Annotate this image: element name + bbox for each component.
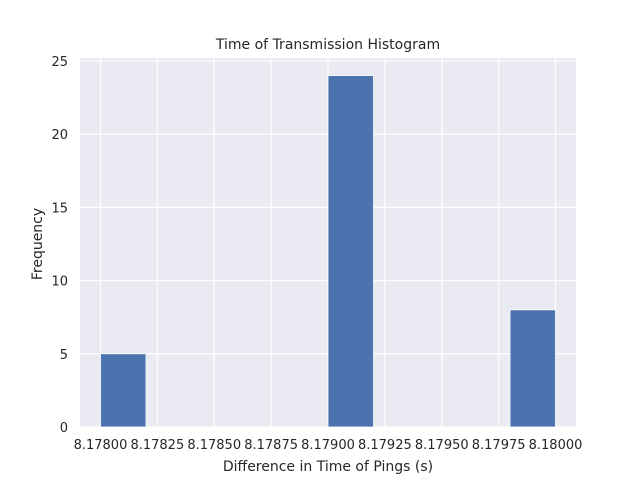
y-tick-label: 5	[60, 348, 68, 363]
y-tick-label: 20	[51, 128, 68, 143]
x-tick-label: 8.17800	[74, 438, 128, 453]
x-axis-ticks: 8.17800 8.17825 8.17850 8.17875 8.17900 8.179…	[74, 438, 583, 453]
y-tick-label: 15	[51, 201, 68, 216]
x-tick-label: 8.18000	[529, 438, 583, 453]
x-tick-label: 8.17975	[472, 438, 526, 453]
x-tick-label: 8.17825	[130, 438, 184, 453]
histogram-bar	[327, 75, 374, 428]
x-tick-label: 8.17900	[301, 438, 355, 453]
x-tick-label: 8.17925	[358, 438, 412, 453]
histogram-bar	[100, 353, 147, 428]
bars	[100, 75, 556, 428]
y-axis-ticks: 0 5 10 15 20 25	[51, 55, 68, 436]
y-tick-label: 10	[51, 275, 68, 290]
x-tick-label: 8.17850	[187, 438, 241, 453]
x-tick-label: 8.17875	[244, 438, 298, 453]
x-tick-label: 8.17950	[415, 438, 469, 453]
y-axis-label: Frequency	[30, 208, 46, 280]
x-axis-label: Difference in Time of Pings (s)	[223, 459, 433, 475]
y-tick-label: 25	[51, 55, 68, 70]
chart-title: Time of Transmission Histogram	[215, 37, 440, 53]
histogram-bar	[509, 309, 556, 428]
y-tick-label: 0	[60, 421, 68, 436]
